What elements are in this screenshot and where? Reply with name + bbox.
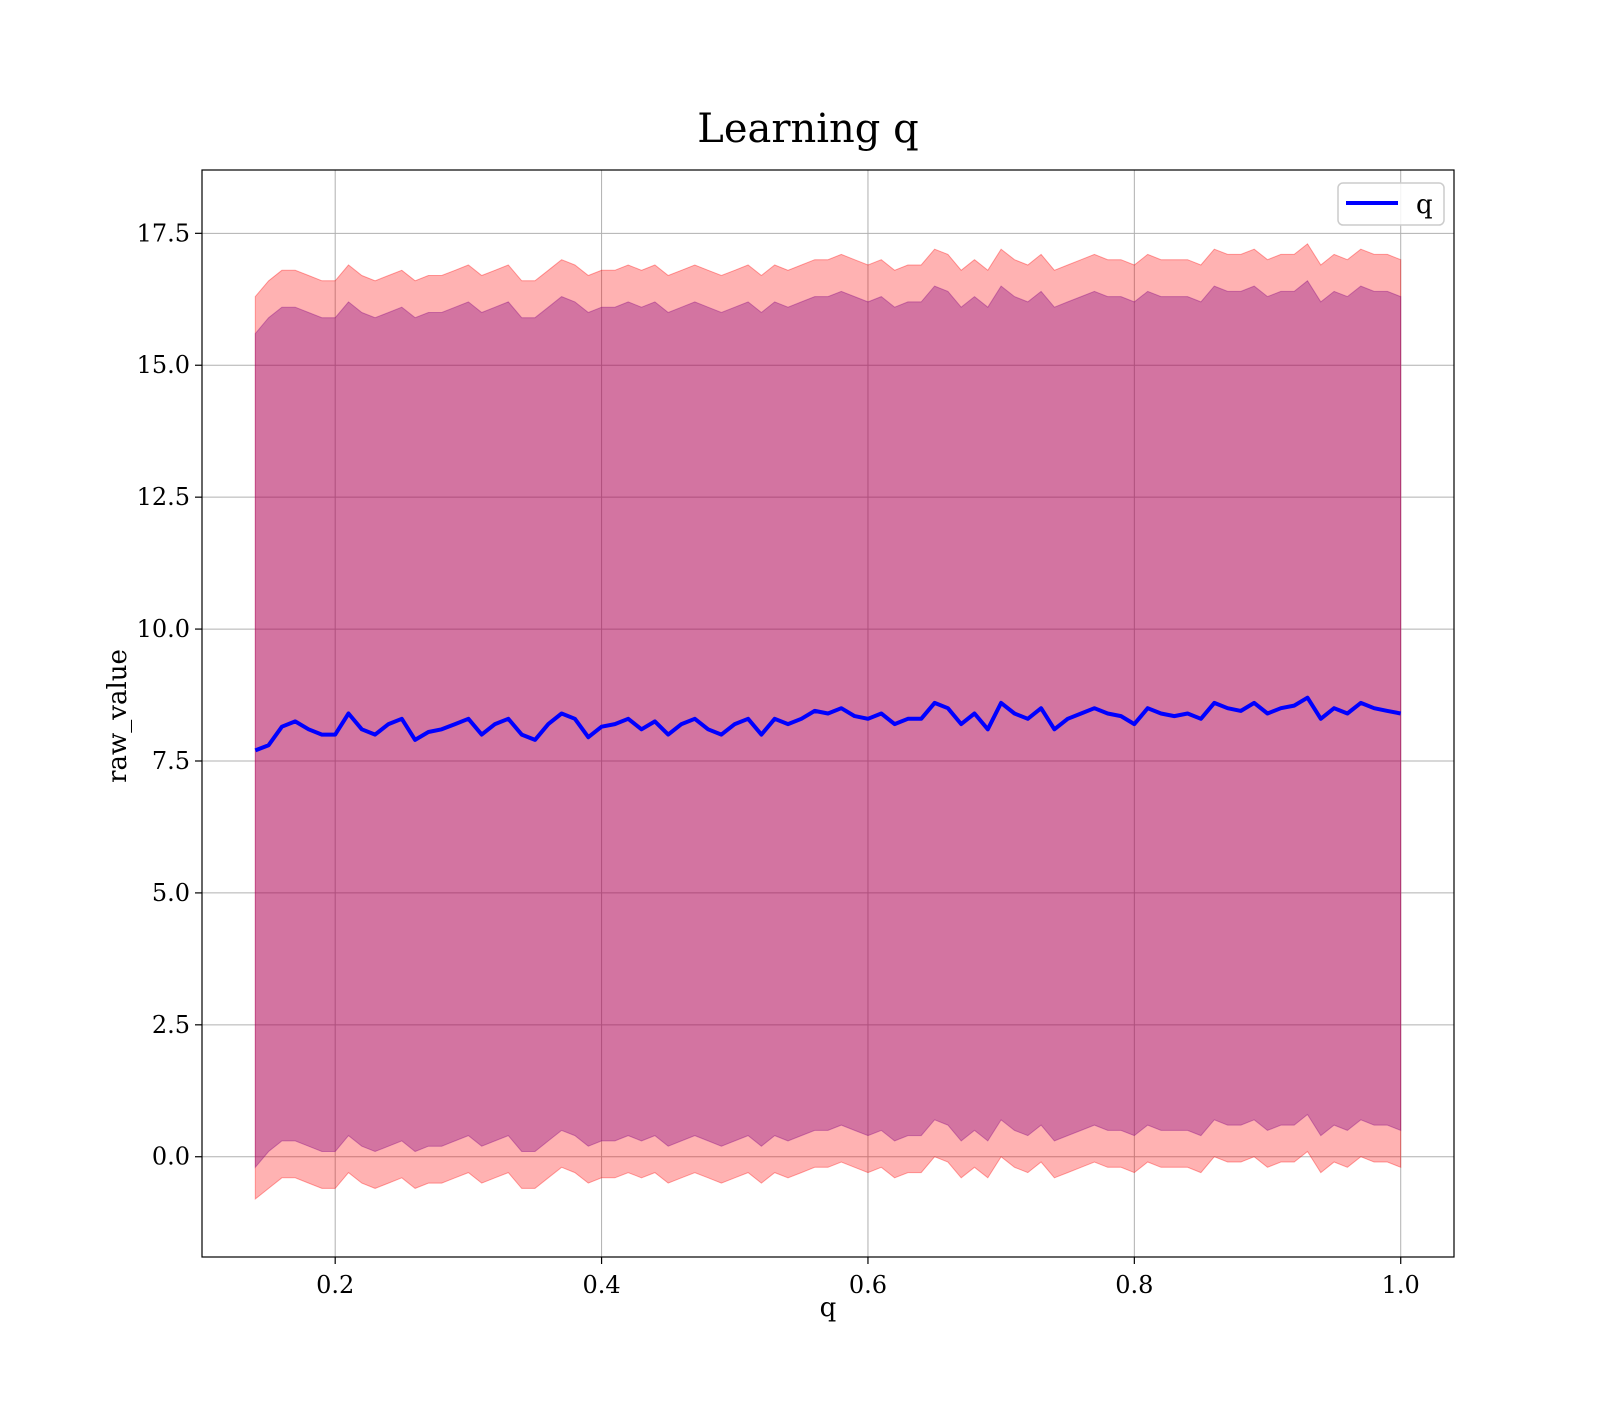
y-axis-label: raw_value (103, 649, 133, 783)
plot-area: 0.2 0.4 0.6 0.8 1.0 0.0 2.5 5.0 7.5 10.0 12.5 15.0 1… (137, 169, 1455, 1299)
band-2 (254, 280, 1402, 1169)
legend: q (1337, 182, 1445, 226)
legend-label-q: q (1416, 190, 1433, 220)
axes-frame (201, 169, 1455, 1258)
x-tick-label-2: 0.6 (849, 1271, 887, 1299)
y-tick-label-4: 10.0 (137, 615, 190, 643)
y-tick-label-6: 15.0 (137, 351, 190, 379)
x-axis-label: q (820, 1293, 837, 1323)
series-line-q (254, 695, 1402, 753)
x-tick-label-3: 0.8 (1115, 1271, 1153, 1299)
x-tick-label-4: 1.0 (1382, 1271, 1420, 1299)
x-tick-label-1: 0.4 (582, 1271, 620, 1299)
y-tick-label-7: 17.5 (137, 219, 190, 247)
band-1 (254, 243, 1402, 1201)
y-tick-label-3: 7.5 (152, 747, 190, 775)
y-tick-label-2: 5.0 (152, 879, 190, 907)
y-tick-label-0: 0.0 (152, 1143, 190, 1171)
y-tick-label-5: 12.5 (137, 483, 190, 511)
x-tick-label-0: 0.2 (316, 1271, 354, 1299)
y-tick-label-1: 2.5 (152, 1011, 190, 1039)
chart-title: Learning q (697, 106, 918, 152)
